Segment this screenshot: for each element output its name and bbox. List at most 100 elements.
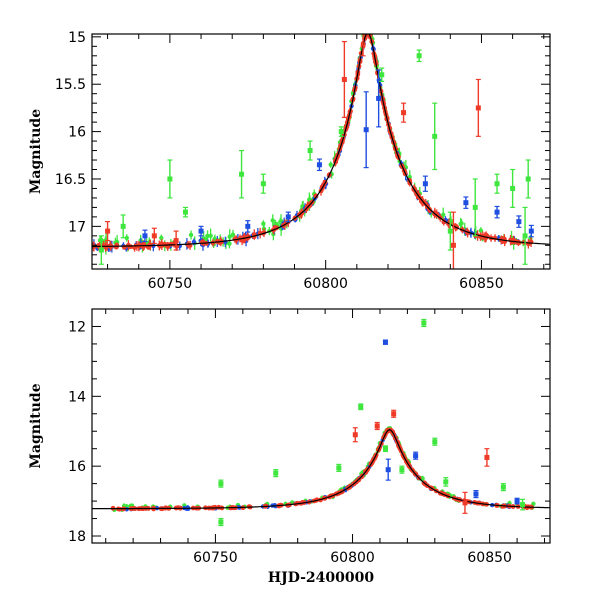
data-point — [227, 241, 232, 246]
plot-area — [92, 318, 550, 527]
data-point-green — [307, 148, 313, 154]
data-point-red — [151, 233, 157, 239]
data-point-green — [416, 53, 422, 59]
data-point — [478, 228, 484, 233]
model-curve — [92, 429, 550, 510]
data-point-green — [382, 446, 388, 452]
y-tick-label: 12 — [68, 319, 86, 335]
data-point-green — [443, 479, 449, 485]
data-point-green — [120, 223, 126, 229]
data-point-green — [338, 129, 344, 135]
data-point-green — [432, 133, 438, 139]
y-tick-label: 16 — [68, 459, 86, 475]
data-point-blue — [516, 219, 522, 225]
data-point-blue — [385, 467, 391, 473]
data-point-green — [525, 176, 531, 182]
data-point-red — [475, 105, 481, 111]
x-tick-label: 60750 — [148, 276, 193, 292]
y-tick-label: 17 — [68, 219, 86, 235]
data-point-red — [352, 432, 358, 438]
data-point — [124, 235, 130, 241]
x-axis-label: HJD-2400000 — [268, 570, 375, 586]
data-point-blue — [514, 498, 520, 504]
data-point — [365, 25, 369, 29]
data-point-green — [336, 465, 342, 471]
data-point-blue — [285, 214, 291, 220]
x-tick-label: 60800 — [330, 550, 375, 566]
x-tick-label: 60750 — [193, 550, 238, 566]
y-axis-label: Magnitude — [28, 383, 44, 468]
data-point-blue — [316, 162, 322, 168]
x-tick-label: 60850 — [459, 276, 504, 292]
data-point — [432, 210, 438, 216]
data-point — [427, 208, 433, 214]
data-point-green — [447, 228, 453, 234]
data-point-green — [494, 181, 500, 187]
y-tick-label: 14 — [68, 389, 86, 405]
data-point-red — [450, 242, 456, 248]
data-point — [365, 27, 369, 31]
data-point-green — [432, 439, 438, 445]
data-point-green — [182, 209, 188, 215]
data-point — [230, 232, 236, 237]
y-tick-label: 15.5 — [55, 77, 86, 93]
top-panel: 60750 60800 60850 15 15.5 16 16.5 17 Magnitude — [28, 21, 551, 292]
y-tick-label: 18 — [68, 529, 86, 545]
data-point — [441, 212, 446, 218]
y-tick-label: 16.5 — [55, 172, 86, 188]
data-point-red — [173, 238, 179, 244]
data-point — [531, 501, 536, 506]
model-curve — [92, 34, 550, 248]
data-point-green — [522, 233, 528, 239]
data-point-blue — [363, 127, 369, 133]
data-point-blue — [463, 200, 469, 206]
data-point-green — [379, 72, 385, 78]
plot-frame — [91, 308, 551, 544]
plot-frame — [91, 33, 551, 270]
y-tick-label: 15 — [68, 30, 86, 46]
data-point-green — [399, 467, 405, 473]
data-point-red — [105, 228, 111, 234]
data-point-blue — [494, 209, 500, 215]
data-point — [185, 505, 190, 510]
data-point-red — [462, 500, 468, 506]
data-point — [199, 240, 205, 245]
data-point — [227, 234, 232, 239]
data-point-blue — [413, 453, 419, 459]
data-point-green — [520, 502, 526, 508]
data-point-blue — [142, 233, 148, 239]
data-point-green — [239, 171, 245, 177]
data-point — [459, 221, 464, 226]
data-point-blue — [473, 491, 479, 497]
data-point — [117, 506, 123, 512]
x-tick-label: 60850 — [467, 550, 512, 566]
data-point-blue — [245, 223, 251, 229]
data-point — [313, 193, 319, 199]
y-tick-label: 16 — [68, 125, 86, 141]
data-point-blue — [382, 339, 388, 345]
plot-area — [92, 21, 550, 269]
data-point-red — [391, 411, 397, 417]
data-point-red — [484, 454, 490, 460]
y-axis-label: Magnitude — [28, 109, 44, 194]
data-point-green — [98, 247, 104, 253]
data-point-green — [421, 320, 427, 326]
data-point-green — [472, 204, 478, 210]
data-point — [364, 29, 369, 34]
data-point-green — [510, 185, 516, 191]
data-point — [366, 21, 370, 25]
data-point — [261, 221, 266, 226]
data-point — [364, 27, 368, 31]
data-point-green — [218, 481, 224, 487]
data-point — [191, 239, 197, 245]
data-point — [364, 22, 368, 26]
data-point — [366, 27, 370, 31]
data-point — [126, 242, 131, 248]
data-point-red — [341, 76, 347, 82]
data-point-green — [500, 484, 506, 490]
data-point-blue — [198, 228, 204, 234]
data-point-red — [361, 25, 366, 30]
data-point-blue — [422, 181, 428, 187]
data-point — [113, 244, 119, 250]
data-point-red — [401, 110, 407, 116]
